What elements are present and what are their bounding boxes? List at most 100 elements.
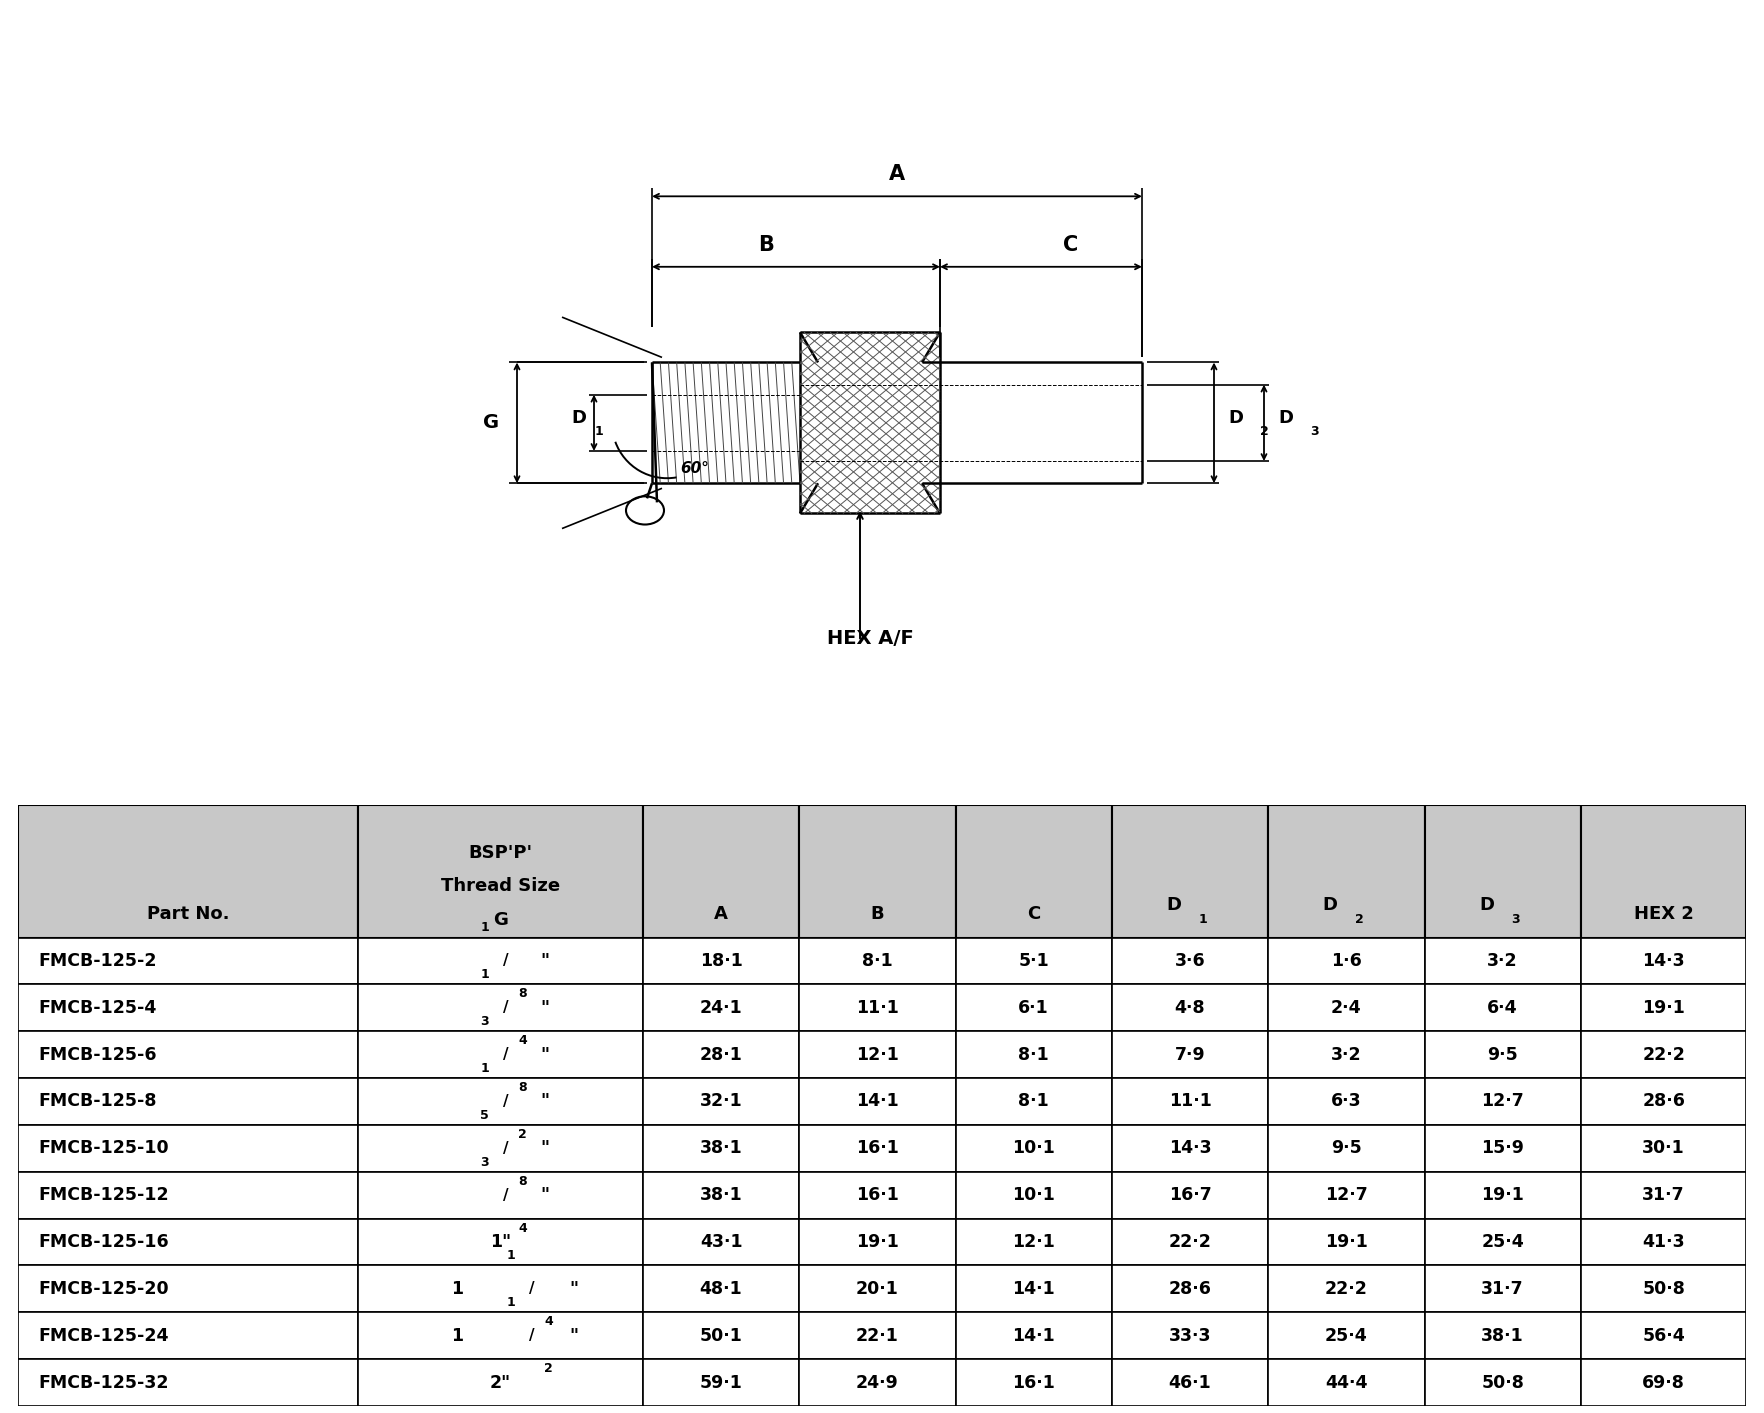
Bar (956, 1266, 1111, 1313)
Bar (642, 1266, 799, 1313)
Bar (358, 1313, 642, 1359)
Text: 12·1: 12·1 (1013, 1234, 1055, 1251)
Bar (1425, 1359, 1581, 1406)
Text: 19·1: 19·1 (1325, 1234, 1367, 1251)
Bar (358, 1266, 642, 1313)
Text: 1: 1 (1200, 913, 1207, 926)
Text: 1: 1 (452, 1280, 464, 1297)
Bar (358, 805, 642, 938)
Bar (1425, 1218, 1581, 1266)
Text: 30·1: 30·1 (1642, 1139, 1685, 1157)
Bar (1111, 985, 1268, 1031)
Text: 8: 8 (519, 1081, 527, 1094)
Text: FMCB-125-24: FMCB-125-24 (39, 1327, 169, 1345)
Text: 9·5: 9·5 (1487, 1046, 1519, 1064)
Text: 3·2: 3·2 (1487, 952, 1519, 969)
Bar (1581, 1359, 1746, 1406)
Text: 31·7: 31·7 (1642, 1186, 1685, 1204)
Bar (799, 1031, 956, 1078)
Text: /: / (503, 954, 508, 968)
Text: G: G (483, 414, 499, 432)
Text: 11·1: 11·1 (1168, 1092, 1212, 1111)
Text: 1": 1" (490, 1234, 512, 1251)
Bar (1581, 1031, 1746, 1078)
Text: D: D (1228, 408, 1244, 427)
Text: 22·2: 22·2 (1325, 1280, 1367, 1297)
Bar (18, 1031, 358, 1078)
Bar (1581, 938, 1746, 985)
Text: 8: 8 (519, 1174, 527, 1188)
Bar (358, 1359, 642, 1406)
Bar (1425, 1078, 1581, 1125)
Text: FMCB-125-8: FMCB-125-8 (39, 1092, 157, 1111)
Text: Part No.: Part No. (146, 904, 229, 923)
Bar (956, 1031, 1111, 1078)
Text: 16·1: 16·1 (856, 1139, 900, 1157)
Bar (1111, 1359, 1268, 1406)
Text: /: / (503, 1094, 508, 1109)
Text: 41·3: 41·3 (1642, 1234, 1685, 1251)
Text: 28·6: 28·6 (1642, 1092, 1685, 1111)
Text: 4: 4 (519, 1034, 527, 1047)
Text: 2·4: 2·4 (1332, 999, 1362, 1017)
Bar (956, 805, 1111, 938)
Bar (1581, 1313, 1746, 1359)
Text: ": " (540, 1092, 549, 1111)
Text: 3: 3 (480, 1156, 489, 1169)
Text: 50·8: 50·8 (1642, 1280, 1685, 1297)
Text: ": " (570, 1280, 579, 1297)
Bar (18, 1218, 358, 1266)
Text: 12·7: 12·7 (1482, 1092, 1524, 1111)
Text: A: A (714, 904, 729, 923)
Text: ": " (540, 999, 549, 1017)
Text: /: / (503, 1188, 508, 1202)
Text: 6·3: 6·3 (1332, 1092, 1362, 1111)
Text: 14·3: 14·3 (1170, 1139, 1212, 1157)
Bar (956, 938, 1111, 985)
Text: 14·1: 14·1 (856, 1092, 900, 1111)
Text: 7·9: 7·9 (1175, 1046, 1205, 1064)
Bar (799, 1313, 956, 1359)
Text: FMCB-125-20: FMCB-125-20 (39, 1280, 169, 1297)
Bar (642, 1313, 799, 1359)
Text: 18·1: 18·1 (700, 952, 743, 969)
Text: 1: 1 (480, 1063, 489, 1075)
Text: /: / (503, 1140, 508, 1156)
Bar (642, 805, 799, 938)
Text: FMCB-125-12: FMCB-125-12 (39, 1186, 169, 1204)
Text: 25·4: 25·4 (1325, 1327, 1367, 1345)
Bar (799, 1171, 956, 1218)
Text: 12·1: 12·1 (856, 1046, 900, 1064)
Bar (1111, 1218, 1268, 1266)
Text: D: D (1478, 896, 1494, 914)
Bar (1425, 805, 1581, 938)
Text: 1: 1 (452, 1327, 464, 1345)
Bar (1268, 1031, 1425, 1078)
Text: A: A (889, 164, 905, 184)
Bar (1111, 1125, 1268, 1171)
Text: HEX A/F: HEX A/F (827, 629, 914, 649)
Text: 56·4: 56·4 (1642, 1327, 1685, 1345)
Bar (1268, 805, 1425, 938)
Text: 3: 3 (1311, 425, 1319, 438)
Bar (1268, 1125, 1425, 1171)
Text: 3·2: 3·2 (1332, 1046, 1362, 1064)
Text: 4·8: 4·8 (1175, 999, 1205, 1017)
Text: G: G (492, 910, 508, 928)
Text: FMCB-125-2: FMCB-125-2 (39, 952, 157, 969)
Text: 28·1: 28·1 (700, 1046, 743, 1064)
Bar (642, 985, 799, 1031)
Bar (1111, 1171, 1268, 1218)
Text: ": " (540, 952, 549, 969)
Text: 50·8: 50·8 (1482, 1373, 1524, 1392)
Bar (1268, 1359, 1425, 1406)
Text: 1: 1 (480, 968, 489, 981)
Text: 24·9: 24·9 (856, 1373, 900, 1392)
Text: 22·2: 22·2 (1642, 1046, 1685, 1064)
Bar (1268, 1266, 1425, 1313)
Text: ": " (570, 1327, 579, 1345)
Bar (358, 1218, 642, 1266)
Text: Thread Size: Thread Size (441, 877, 559, 896)
Text: 8: 8 (519, 988, 527, 1000)
Text: 46·1: 46·1 (1170, 1373, 1212, 1392)
